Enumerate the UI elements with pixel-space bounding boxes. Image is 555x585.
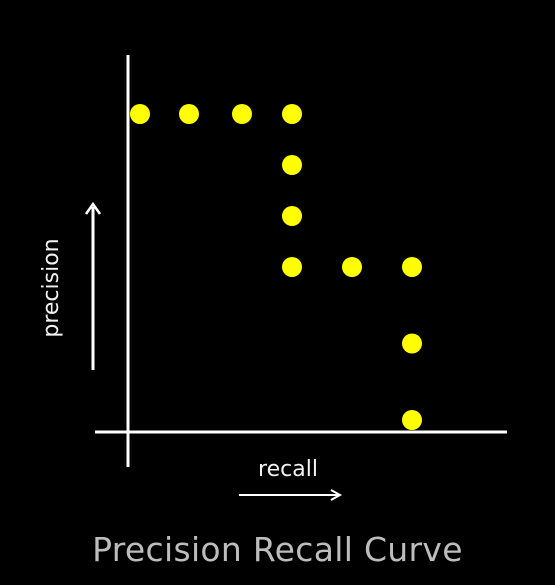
recall-arrow-head-icon: [330, 489, 343, 501]
data-point: [402, 257, 422, 277]
data-point: [232, 104, 252, 124]
y-axis-label: precision: [39, 238, 64, 337]
data-point: [282, 257, 302, 277]
precision-arrow-head-icon: [84, 201, 102, 215]
data-point: [179, 104, 199, 124]
data-point: [282, 104, 302, 124]
data-point: [342, 257, 362, 277]
chart-title: Precision Recall Curve: [92, 530, 463, 569]
x-axis-label: recall: [258, 457, 318, 482]
data-point: [282, 206, 302, 226]
data-points: [130, 104, 422, 430]
data-point: [130, 104, 150, 124]
data-point: [402, 410, 422, 430]
data-point: [402, 333, 422, 354]
data-point: [282, 155, 302, 175]
